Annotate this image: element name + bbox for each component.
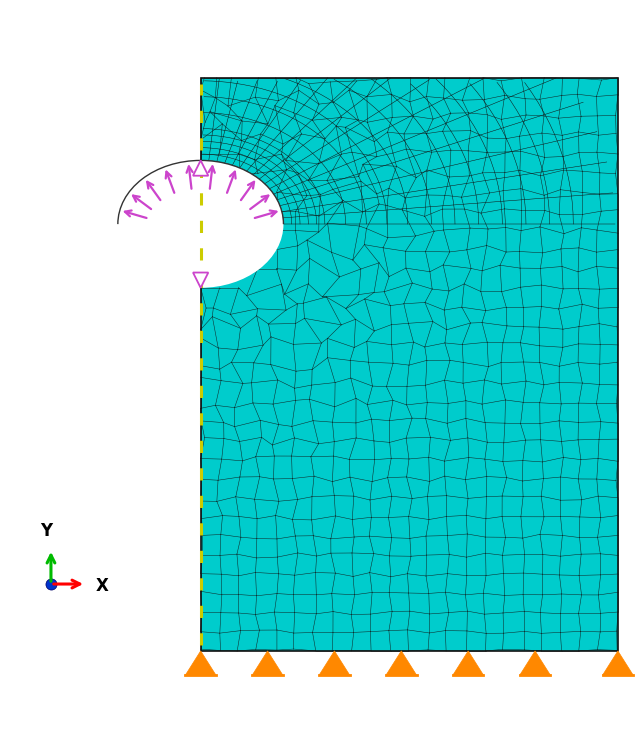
Bar bbox=[0, 26, 172, 728]
Polygon shape bbox=[193, 272, 208, 288]
Polygon shape bbox=[386, 651, 417, 675]
Polygon shape bbox=[520, 651, 550, 675]
Polygon shape bbox=[252, 651, 283, 675]
Polygon shape bbox=[453, 651, 483, 675]
Polygon shape bbox=[193, 161, 208, 176]
Polygon shape bbox=[319, 651, 350, 675]
Bar bbox=[201, 78, 618, 651]
Polygon shape bbox=[185, 651, 216, 675]
Text: Y: Y bbox=[39, 523, 52, 541]
Polygon shape bbox=[603, 651, 633, 675]
Ellipse shape bbox=[118, 161, 283, 288]
Text: X: X bbox=[96, 577, 109, 595]
